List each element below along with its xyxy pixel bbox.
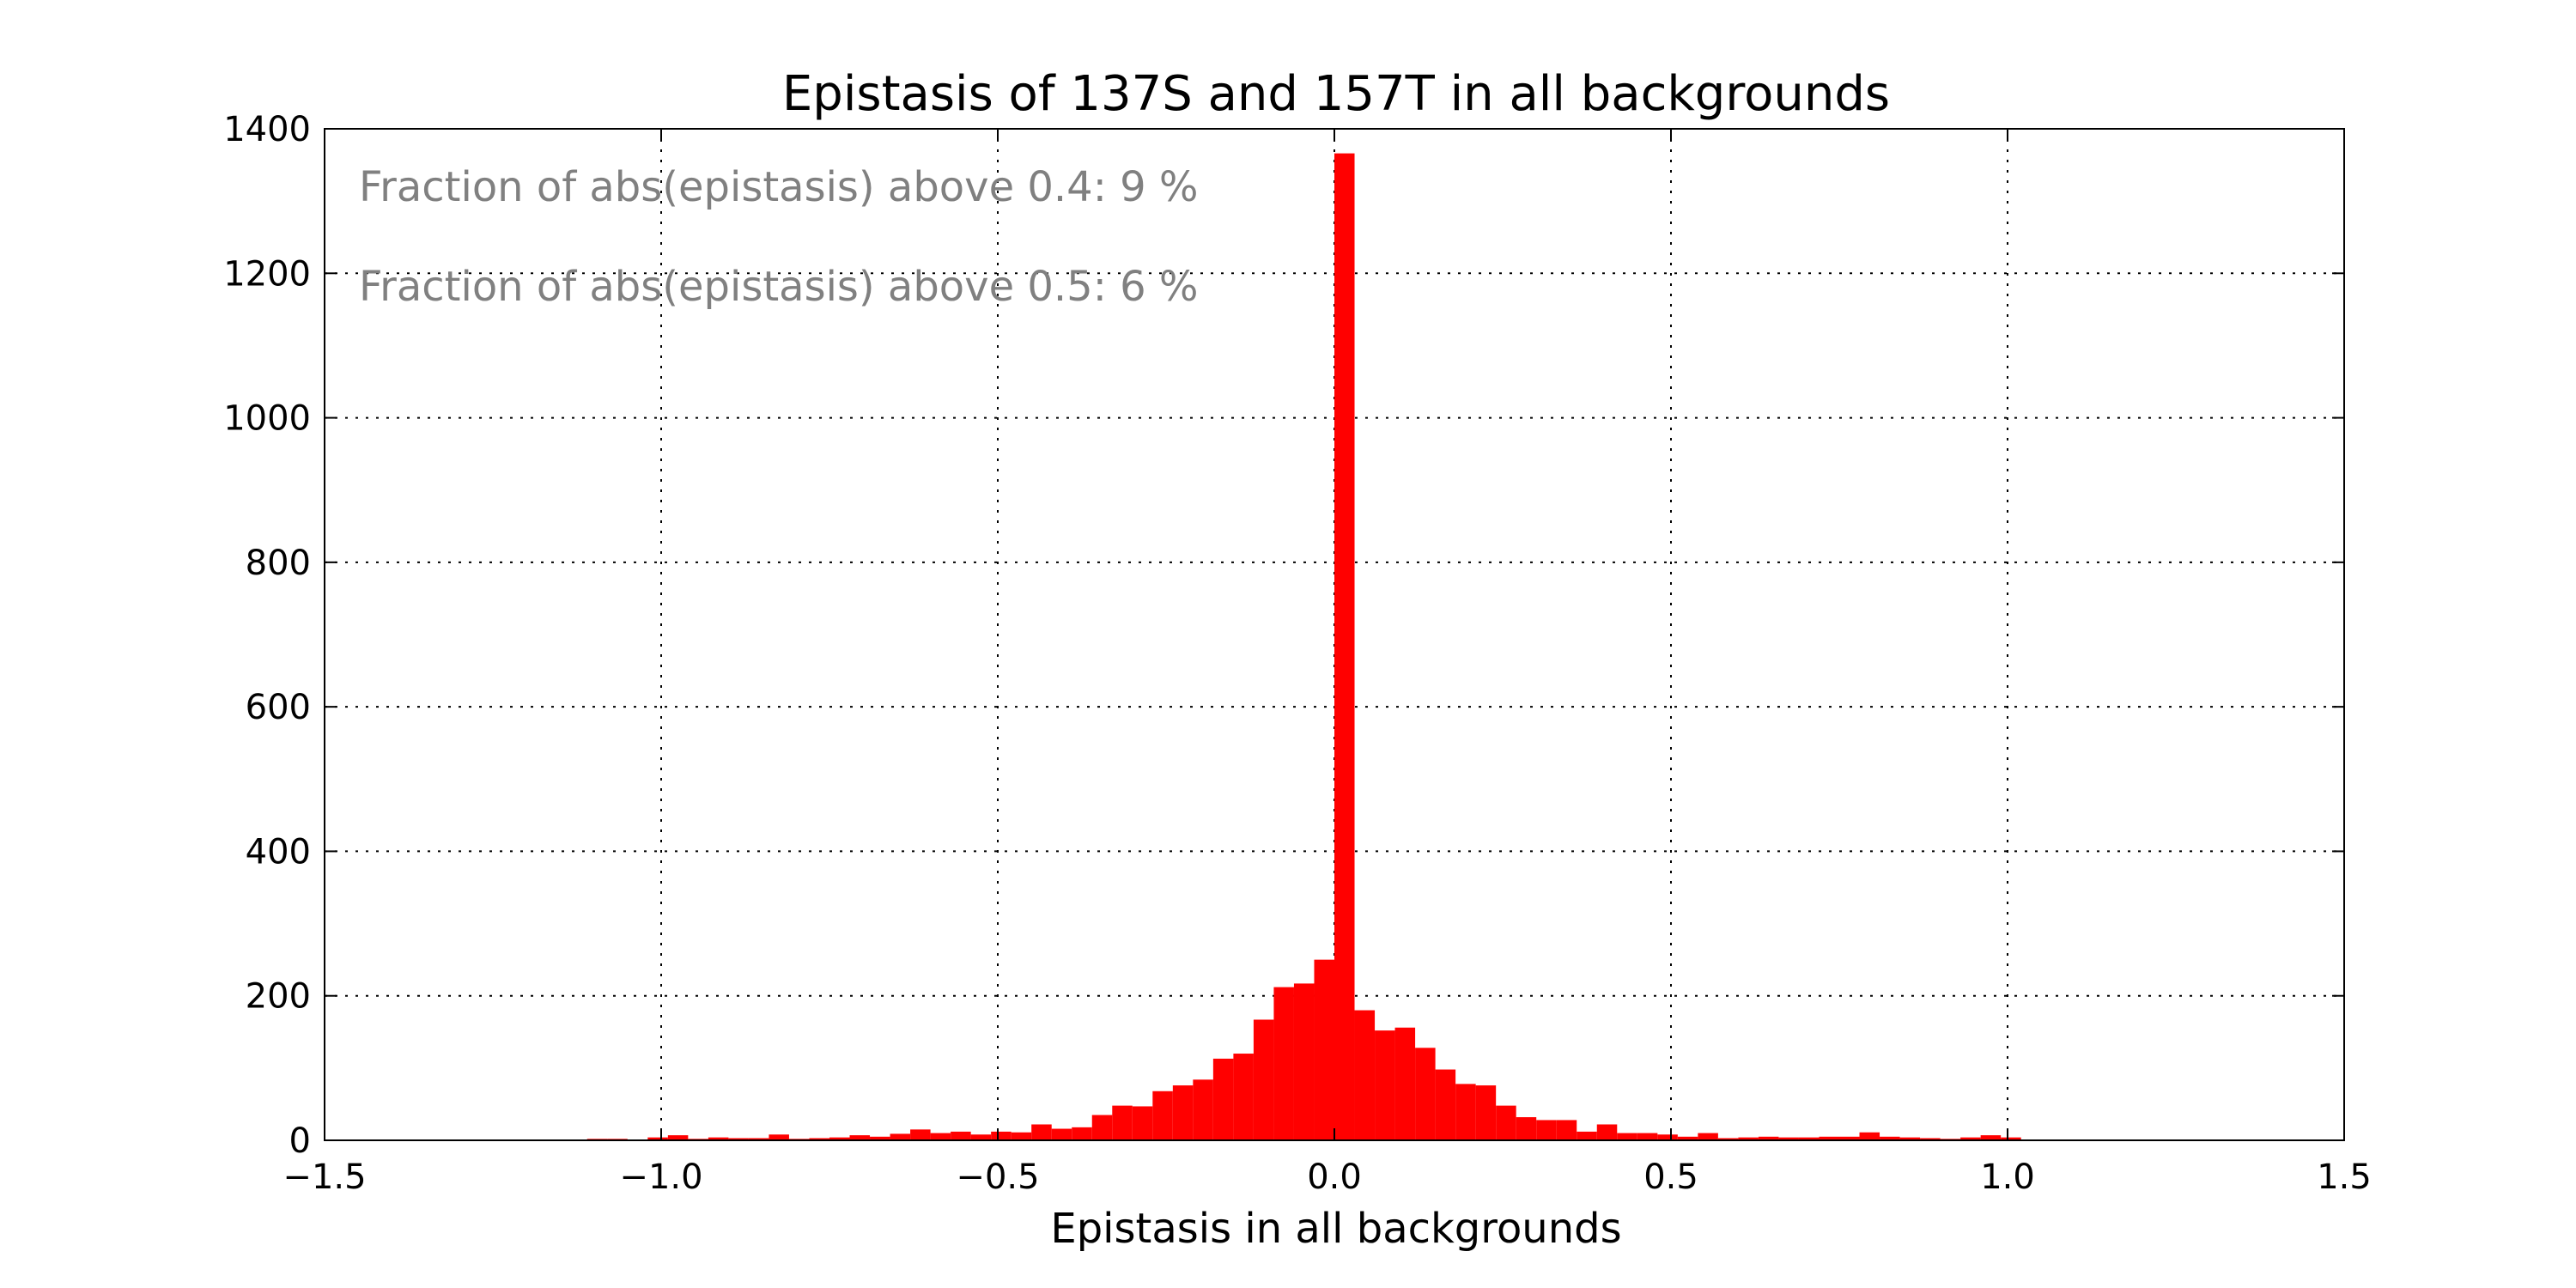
x-axis-label: Epistasis in all backgrounds: [1050, 1205, 1621, 1253]
histogram-bar: [1839, 1136, 1860, 1140]
histogram-bar: [769, 1134, 789, 1140]
histogram-bar: [970, 1134, 992, 1140]
x-tick-label: 0.5: [1643, 1157, 1698, 1197]
histogram-bar: [1011, 1132, 1032, 1140]
x-tick-label: 0.0: [1307, 1157, 1362, 1197]
histogram-bar: [1212, 1058, 1234, 1140]
histogram-bar: [1637, 1133, 1658, 1140]
histogram-bar: [1516, 1117, 1537, 1140]
histogram-bar: [1980, 1135, 2002, 1140]
histogram-bar: [1273, 987, 1294, 1140]
histogram-bar: [1596, 1124, 1618, 1140]
histogram-bar: [951, 1131, 971, 1140]
histogram-bar: [1617, 1133, 1637, 1140]
histogram-bar: [1112, 1105, 1133, 1140]
histogram-bar: [1677, 1136, 1698, 1140]
histogram-bar: [1899, 1137, 1921, 1140]
y-tick-label: 800: [246, 544, 311, 583]
histogram-bar: [1960, 1137, 1981, 1140]
histogram-bars: [546, 153, 2042, 1141]
histogram-bar: [1880, 1136, 1900, 1140]
x-tick-label: −1.0: [619, 1157, 702, 1197]
histogram-bar: [1536, 1120, 1557, 1140]
histogram-bar: [1193, 1079, 1213, 1140]
histogram-bar: [1758, 1136, 1779, 1140]
histogram-bar: [1394, 1027, 1416, 1140]
histogram-bar: [809, 1138, 829, 1140]
histogram-bar: [1031, 1124, 1052, 1140]
y-tick-labels: 0 200 400 600 800 1000 1200 1400: [223, 110, 311, 1161]
histogram-bar: [1051, 1128, 1072, 1140]
histogram-bar: [1819, 1136, 1839, 1140]
y-tick-label: 0: [289, 1121, 311, 1161]
histogram-bar: [1698, 1133, 1718, 1140]
histogram-bar: [1253, 1019, 1274, 1140]
histogram-bar: [1920, 1138, 1941, 1140]
x-tick-label: −1.5: [283, 1157, 366, 1197]
histogram-bar: [829, 1137, 850, 1140]
histogram-bar: [1475, 1085, 1497, 1140]
histogram-bar: [728, 1138, 749, 1140]
x-tick-labels: −1.5 −1.0 −0.5 0.0 0.5 1.0 1.5: [283, 1157, 2371, 1197]
histogram-bar: [930, 1133, 951, 1140]
histogram-bar: [667, 1135, 689, 1140]
histogram-bar: [1072, 1127, 1092, 1140]
histogram-bar: [870, 1136, 890, 1140]
histogram-bar: [1293, 983, 1315, 1140]
y-tick-label: 200: [246, 977, 311, 1017]
histogram-bar: [1091, 1115, 1113, 1140]
y-tick-label: 1400: [223, 110, 311, 149]
histogram-bar: [647, 1137, 668, 1140]
histogram-bar: [2001, 1137, 2021, 1140]
histogram-bar: [1738, 1137, 1759, 1140]
histogram-bar: [1657, 1134, 1678, 1140]
x-tick-label: −0.5: [956, 1157, 1039, 1197]
histogram-bar: [1556, 1120, 1577, 1140]
histogram-bar: [1798, 1137, 1820, 1140]
x-tick-label: 1.0: [1980, 1157, 2035, 1197]
histogram-bar: [1314, 959, 1334, 1140]
x-tick-label: 1.5: [2317, 1157, 2372, 1197]
histogram-bar: [1172, 1085, 1194, 1140]
chart-title: Epistasis of 137S and 157T in all backgr…: [782, 66, 1890, 122]
y-tick-label: 1200: [223, 254, 311, 294]
histogram-bar: [1375, 1030, 1395, 1140]
histogram-bar: [748, 1138, 769, 1140]
histogram-bar: [1152, 1091, 1173, 1140]
histogram-bar: [1577, 1131, 1597, 1140]
histogram-bar: [1435, 1069, 1456, 1140]
histogram-bar: [708, 1137, 729, 1140]
histogram-bar: [1859, 1132, 1880, 1140]
annotation-above-0-4: Fraction of abs(epistasis) above 0.4: 9 …: [359, 163, 1199, 211]
annotation-above-0-5: Fraction of abs(epistasis) above 0.5: 6 …: [359, 263, 1199, 311]
y-tick-label: 600: [246, 688, 311, 727]
histogram-bar: [1496, 1105, 1516, 1140]
histogram-bar: [1717, 1138, 1739, 1140]
histogram-bar: [849, 1135, 871, 1140]
histogram-bar: [910, 1129, 931, 1140]
histogram-bar: [890, 1133, 911, 1140]
histogram-bar: [1334, 153, 1355, 1141]
histogram-bar: [1132, 1106, 1153, 1140]
histogram-bar: [1354, 1010, 1376, 1140]
y-tick-label: 1000: [223, 399, 311, 439]
y-tick-label: 400: [246, 832, 311, 872]
histogram-bar: [1415, 1048, 1436, 1140]
histogram-bar: [1233, 1054, 1254, 1140]
histogram-bar: [991, 1131, 1012, 1140]
histogram-bar: [1455, 1084, 1476, 1140]
axis-ticks: [324, 128, 2345, 1141]
histogram-bar: [1778, 1137, 1799, 1140]
